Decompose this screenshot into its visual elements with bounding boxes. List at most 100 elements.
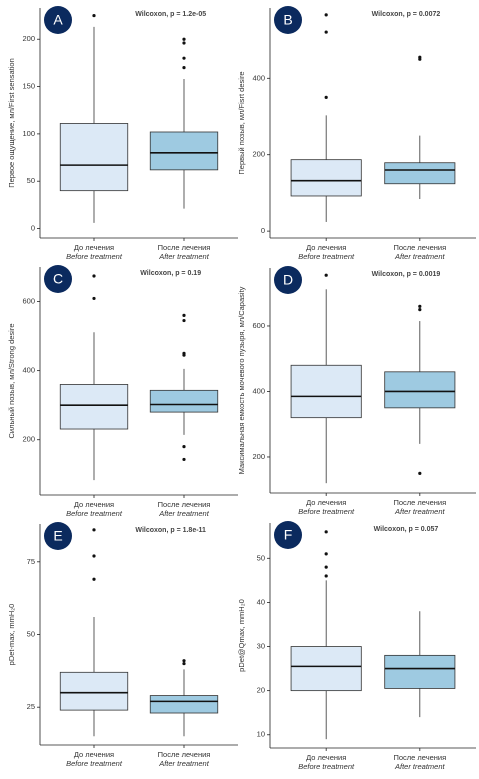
x-tick-sublabel: Before treatment xyxy=(66,759,123,768)
panel-badge xyxy=(44,6,72,34)
y-tick-label: 600 xyxy=(252,321,265,330)
panel-label: D xyxy=(283,272,293,288)
x-tick-sublabel: Before treatment xyxy=(66,252,123,261)
y-tick-label: 200 xyxy=(22,34,35,43)
x-tick-sublabel: After treatment xyxy=(158,509,210,518)
panel-badge xyxy=(274,6,302,34)
panel-label: B xyxy=(283,12,292,28)
x-tick-label: До лечения xyxy=(306,243,346,252)
annotation: Wilcoxon, p = 0.19 xyxy=(140,270,201,277)
box xyxy=(384,654,456,689)
outlier xyxy=(182,37,186,41)
box xyxy=(384,371,456,409)
outlier xyxy=(182,659,186,663)
y-axis-label: Первый позыв, мл/Fisrt desire xyxy=(237,71,246,174)
panel-label: E xyxy=(53,528,62,544)
y-tick-label: 100 xyxy=(22,129,35,138)
box xyxy=(290,364,362,419)
y-tick-label: 50 xyxy=(27,629,35,638)
outlier xyxy=(324,530,328,534)
x-tick-label: После лечения xyxy=(393,498,446,507)
outlier xyxy=(324,565,328,569)
y-tick-label: 10 xyxy=(257,730,265,739)
box xyxy=(290,159,362,197)
outlier xyxy=(92,296,96,301)
outlier xyxy=(182,41,186,45)
y-axis-label: pDet@Qmax, mmH₂0 xyxy=(237,599,246,672)
box xyxy=(149,131,219,171)
panel-badge xyxy=(274,266,302,294)
x-tick-sublabel: Before treatment xyxy=(298,507,355,516)
y-tick-label: 75 xyxy=(27,557,35,566)
x-tick-label: После лечения xyxy=(158,500,211,509)
y-tick-label: 400 xyxy=(252,73,265,82)
outlier xyxy=(418,304,422,308)
y-tick-label: 30 xyxy=(257,642,265,651)
x-tick-label: После лечения xyxy=(158,243,211,252)
panel: 10 20 30 40 50 pDet@Qmax, mmH₂0 До леченияBefo… xyxy=(237,521,476,771)
annotation: Wilcoxon, p = 0.0072 xyxy=(372,11,441,18)
outlier xyxy=(418,471,422,475)
outlier xyxy=(182,351,186,355)
panel-label: C xyxy=(53,271,63,287)
x-tick-sublabel: After treatment xyxy=(394,762,446,771)
outlier xyxy=(182,66,186,70)
panel-label: F xyxy=(284,527,293,543)
y-tick-label: 25 xyxy=(27,702,35,711)
x-tick-label: До лечения xyxy=(74,243,114,252)
x-tick-label: До лечения xyxy=(74,500,114,509)
panel-label: A xyxy=(53,12,63,28)
box xyxy=(149,695,219,714)
annotation: Wilcoxon, p = 1.8e-11 xyxy=(135,527,206,534)
y-tick-label: 200 xyxy=(252,150,265,159)
panel-badge xyxy=(44,522,72,550)
outlier xyxy=(324,30,328,34)
x-tick-sublabel: Before treatment xyxy=(298,252,355,261)
y-axis-label: Сильный позыв, мл/Strong desire xyxy=(7,323,16,438)
panel: 0 200 400 Первый позыв, мл/Fisrt desire До л… xyxy=(237,6,476,261)
box xyxy=(290,646,362,692)
x-tick-label: После лечения xyxy=(393,753,446,762)
x-tick-sublabel: After treatment xyxy=(158,252,210,261)
outlier xyxy=(182,661,186,666)
box xyxy=(149,389,219,413)
panel-badge xyxy=(274,521,302,549)
outlier xyxy=(324,574,328,578)
outlier xyxy=(418,55,422,59)
x-tick-sublabel: After treatment xyxy=(394,252,446,261)
y-axis-label: pDet-max, mmH₂0 xyxy=(7,604,16,666)
x-tick-sublabel: After treatment xyxy=(158,759,210,768)
x-tick-label: До лечения xyxy=(74,750,114,759)
y-axis-label: Максимальная емкость мочевого пузыря, мл… xyxy=(237,286,246,474)
outlier xyxy=(92,528,96,532)
outlier xyxy=(182,56,186,60)
x-tick-sublabel: Before treatment xyxy=(66,509,123,518)
outlier xyxy=(324,273,328,277)
y-tick-label: 400 xyxy=(22,366,35,375)
y-tick-label: 0 xyxy=(31,224,35,233)
y-tick-label: 200 xyxy=(22,435,35,444)
y-tick-label: 50 xyxy=(257,553,265,562)
y-tick-label: 0 xyxy=(261,226,265,235)
outlier xyxy=(92,577,96,581)
panel: 200 400 600 Максимальная емкость мочевого п… xyxy=(237,266,476,516)
y-tick-label: 600 xyxy=(22,297,35,306)
y-tick-label: 40 xyxy=(257,597,265,606)
box xyxy=(59,384,129,430)
outlier xyxy=(182,313,186,317)
box xyxy=(384,162,456,185)
annotation: Wilcoxon, p = 1.2e-05 xyxy=(135,11,206,18)
outlier xyxy=(182,457,186,462)
x-tick-sublabel: Before treatment xyxy=(298,762,355,771)
y-axis-label: Первое ощущение, мл/First sensation xyxy=(7,58,16,188)
outlier xyxy=(324,552,328,556)
x-tick-label: После лечения xyxy=(393,243,446,252)
panel: 200 400 600 Сильный позыв, мл/Strong desire… xyxy=(7,265,238,518)
box xyxy=(59,671,129,711)
outlier xyxy=(92,13,96,18)
outlier xyxy=(418,307,422,312)
y-tick-label: 150 xyxy=(22,82,35,91)
x-tick-sublabel: After treatment xyxy=(394,507,446,516)
x-tick-label: До лечения xyxy=(306,753,346,762)
